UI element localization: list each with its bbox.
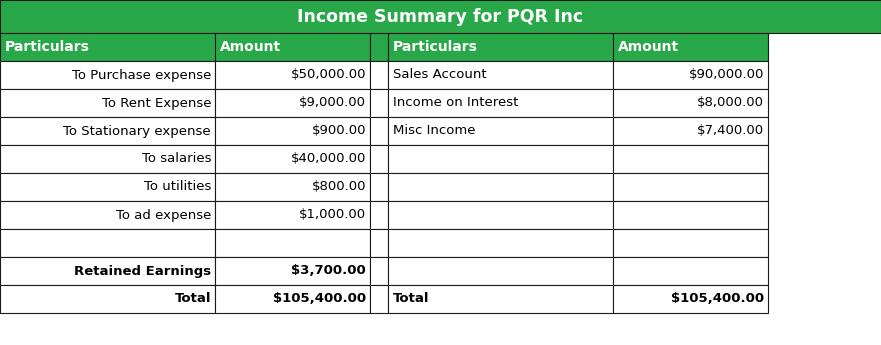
- Bar: [370, 229, 388, 257]
- Bar: [370, 117, 388, 145]
- Text: Amount: Amount: [618, 40, 679, 54]
- Bar: [388, 89, 613, 117]
- Text: $8,000.00: $8,000.00: [697, 97, 764, 109]
- Text: Amount: Amount: [220, 40, 281, 54]
- Text: $9,000.00: $9,000.00: [299, 97, 366, 109]
- Text: $800.00: $800.00: [312, 180, 366, 194]
- Text: Total: Total: [174, 293, 211, 306]
- Text: $90,000.00: $90,000.00: [689, 69, 764, 81]
- Text: To Purchase expense: To Purchase expense: [71, 69, 211, 81]
- Bar: [388, 61, 613, 89]
- Bar: [613, 229, 768, 257]
- Bar: [388, 285, 613, 313]
- Bar: [215, 117, 370, 145]
- Text: Particulars: Particulars: [393, 40, 478, 54]
- Bar: [388, 201, 613, 229]
- Bar: [0, 117, 215, 145]
- Text: $900.00: $900.00: [312, 125, 366, 138]
- Bar: [613, 89, 768, 117]
- Text: To ad expense: To ad expense: [115, 208, 211, 221]
- Bar: [0, 33, 215, 61]
- Bar: [388, 229, 613, 257]
- Bar: [0, 257, 215, 285]
- Bar: [613, 61, 768, 89]
- Bar: [613, 257, 768, 285]
- Bar: [215, 33, 370, 61]
- Bar: [388, 117, 613, 145]
- Text: Retained Earnings: Retained Earnings: [74, 265, 211, 277]
- Bar: [215, 61, 370, 89]
- Bar: [215, 145, 370, 173]
- Text: Income Summary for PQR Inc: Income Summary for PQR Inc: [298, 8, 583, 26]
- Bar: [388, 33, 613, 61]
- Bar: [0, 89, 215, 117]
- Text: Total: Total: [393, 293, 430, 306]
- Text: $7,400.00: $7,400.00: [697, 125, 764, 138]
- Text: To salaries: To salaries: [142, 152, 211, 166]
- Bar: [0, 0, 881, 33]
- Text: To Rent Expense: To Rent Expense: [101, 97, 211, 109]
- Bar: [370, 145, 388, 173]
- Bar: [215, 201, 370, 229]
- Bar: [370, 173, 388, 201]
- Bar: [388, 145, 613, 173]
- Bar: [215, 89, 370, 117]
- Bar: [0, 285, 215, 313]
- Text: Misc Income: Misc Income: [393, 125, 476, 138]
- Bar: [370, 257, 388, 285]
- Bar: [388, 173, 613, 201]
- Text: $40,000.00: $40,000.00: [291, 152, 366, 166]
- Bar: [370, 201, 388, 229]
- Bar: [370, 89, 388, 117]
- Bar: [370, 285, 388, 313]
- Bar: [613, 201, 768, 229]
- Text: Particulars: Particulars: [5, 40, 90, 54]
- Bar: [215, 229, 370, 257]
- Text: Sales Account: Sales Account: [393, 69, 486, 81]
- Bar: [0, 145, 215, 173]
- Bar: [215, 285, 370, 313]
- Bar: [613, 145, 768, 173]
- Text: Income on Interest: Income on Interest: [393, 97, 518, 109]
- Bar: [613, 173, 768, 201]
- Bar: [0, 229, 215, 257]
- Text: $3,700.00: $3,700.00: [292, 265, 366, 277]
- Bar: [0, 61, 215, 89]
- Bar: [388, 257, 613, 285]
- Text: $1,000.00: $1,000.00: [299, 208, 366, 221]
- Bar: [613, 285, 768, 313]
- Bar: [215, 257, 370, 285]
- Text: $105,400.00: $105,400.00: [273, 293, 366, 306]
- Bar: [613, 33, 768, 61]
- Text: $50,000.00: $50,000.00: [291, 69, 366, 81]
- Bar: [370, 33, 388, 61]
- Text: To Stationary expense: To Stationary expense: [63, 125, 211, 138]
- Bar: [215, 173, 370, 201]
- Bar: [370, 61, 388, 89]
- Bar: [0, 201, 215, 229]
- Text: $105,400.00: $105,400.00: [670, 293, 764, 306]
- Bar: [0, 173, 215, 201]
- Bar: [613, 117, 768, 145]
- Text: To utilities: To utilities: [144, 180, 211, 194]
